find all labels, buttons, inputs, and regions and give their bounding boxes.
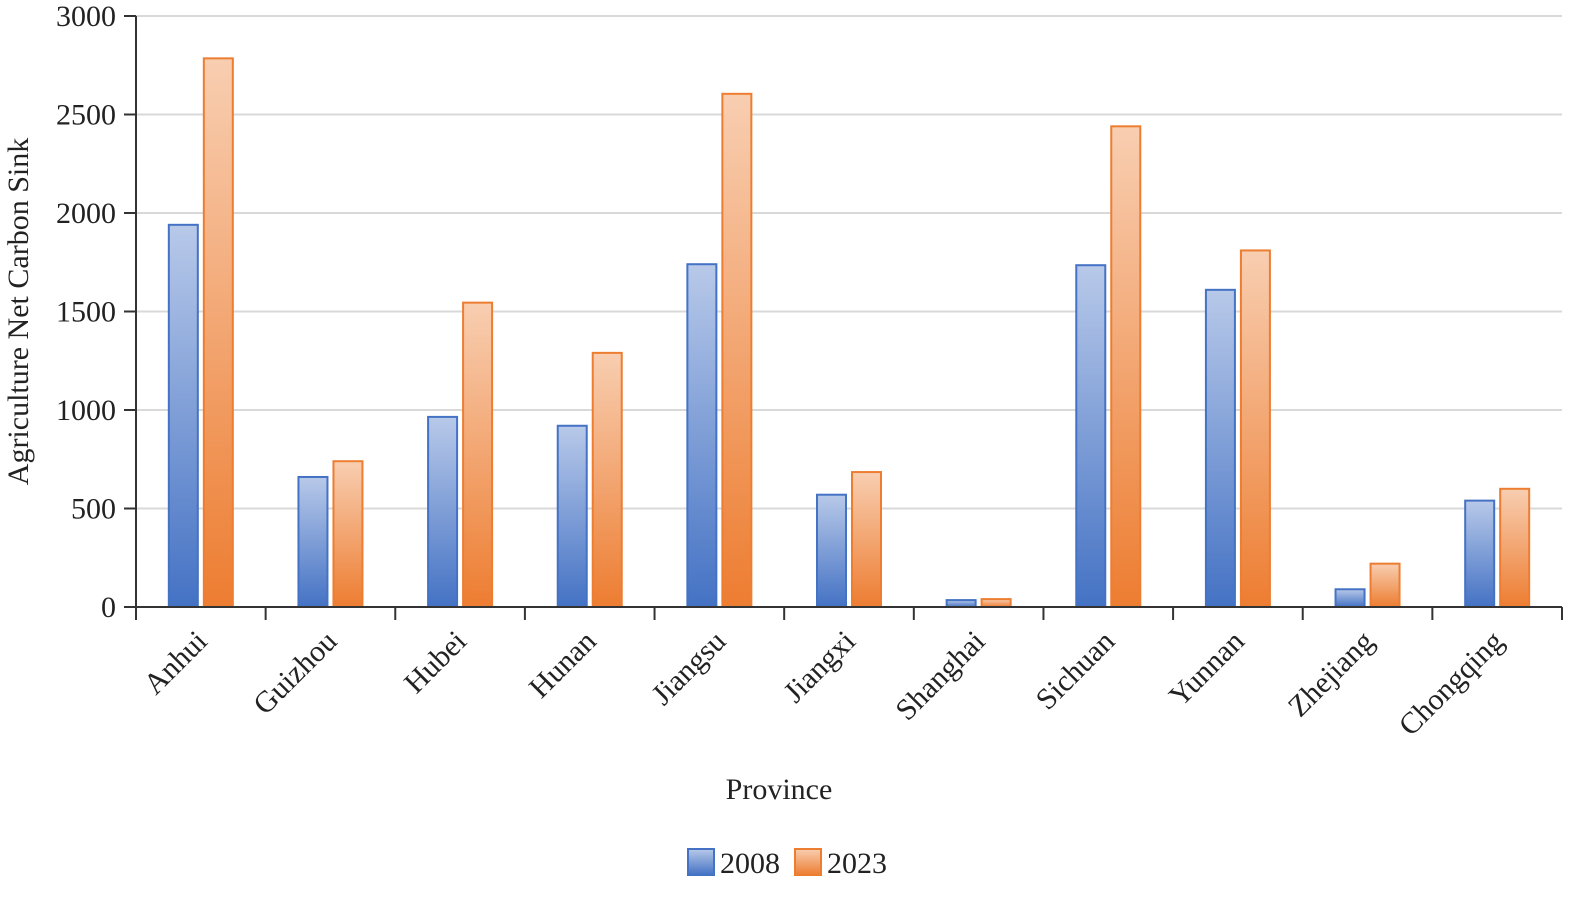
legend-swatch-2023: [794, 848, 822, 876]
bar-2023-chongqing: [1499, 487, 1531, 608]
bar-2023-shanghai: [980, 598, 1012, 608]
bar-2008-anhui: [167, 223, 199, 608]
y-tick-label: 0: [101, 591, 116, 624]
x-tick-label: Guizhou: [247, 625, 343, 721]
x-tick-label: Anhui: [137, 625, 213, 701]
legend: 2008 2023: [687, 847, 887, 880]
x-tick-label: Zhejiang: [1282, 625, 1381, 724]
x-axis-title: Province: [726, 773, 833, 806]
y-tick-label: 1500: [56, 296, 116, 329]
x-tick-label: Chongqing: [1392, 625, 1510, 743]
bar-2008-zhejiang: [1334, 588, 1366, 609]
bar-2008-jiangsu: [686, 263, 718, 608]
y-tick-label: 1000: [56, 394, 116, 427]
gridlines: [136, 15, 1562, 510]
y-axis-title: Agriculture Net Carbon Sink: [2, 138, 35, 485]
bar-2008-hubei: [427, 415, 459, 608]
bar-2023-hubei: [462, 301, 494, 608]
x-tick-label: Yunnan: [1163, 625, 1251, 713]
bar-2008-guizhou: [297, 475, 329, 609]
y-tick-label: 2500: [56, 99, 116, 132]
axes: [124, 15, 1563, 620]
bar-2023-jiangsu: [721, 92, 753, 608]
x-tick-label: Hunan: [523, 625, 603, 705]
bar-2023-jiangxi: [851, 471, 882, 608]
y-tick-label: 500: [71, 493, 116, 526]
legend-swatch-2008: [687, 848, 715, 876]
bar-2008-hunan: [556, 424, 588, 609]
x-tick-label: Jiangsu: [645, 625, 732, 712]
y-tick-label: 2000: [56, 197, 116, 230]
bar-2023-hunan: [591, 351, 623, 608]
bars: [167, 57, 1531, 609]
x-tick-label: Jiangxi: [777, 625, 862, 710]
bar-2008-jiangxi: [816, 493, 847, 608]
bar-2023-anhui: [202, 57, 234, 609]
bar-2008-sichuan: [1075, 264, 1107, 608]
bar-2023-sichuan: [1110, 125, 1142, 608]
bar-2023-zhejiang: [1369, 562, 1401, 608]
bar-2008-chongqing: [1464, 499, 1496, 608]
x-tick-label: Shanghai: [889, 625, 991, 727]
bar-2023-yunnan: [1239, 249, 1271, 608]
x-tick-label: Hubei: [398, 625, 473, 700]
legend-label-2023: 2023: [827, 847, 887, 880]
bar-2023-guizhou: [332, 460, 364, 608]
x-tick-label: Sichuan: [1030, 625, 1122, 717]
bar-2008-yunnan: [1204, 288, 1236, 608]
y-tick-label: 3000: [56, 0, 116, 33]
bar-2008-shanghai: [945, 599, 977, 608]
legend-label-2008: 2008: [720, 847, 780, 880]
